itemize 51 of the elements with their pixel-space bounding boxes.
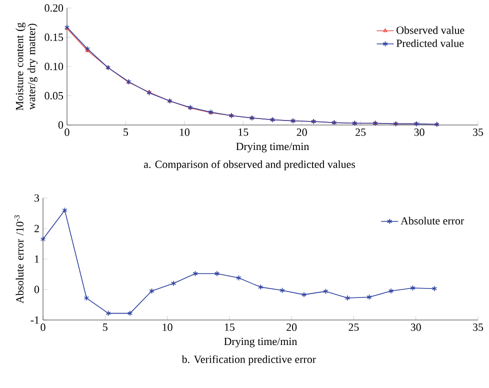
point bbox=[344, 295, 350, 301]
point bbox=[106, 310, 111, 316]
y-tick-label: 0 bbox=[58, 121, 64, 129]
point bbox=[192, 270, 198, 277]
y-tick-label: 0 bbox=[34, 286, 40, 294]
x-axis-title: Drying time/min bbox=[224, 338, 298, 348]
x-axis-title: Drying time/min bbox=[236, 142, 310, 152]
x-tick-label: 25 bbox=[348, 324, 359, 331]
legend-label: Observed value bbox=[396, 26, 464, 34]
x-tick-label: 5 bbox=[103, 324, 108, 331]
point bbox=[323, 288, 328, 294]
point bbox=[301, 292, 307, 298]
x-tick-label: 15 bbox=[238, 128, 248, 136]
text: a. Comparison of observed and predicted values bbox=[144, 160, 356, 170]
x-tick-label: 5 bbox=[124, 128, 128, 136]
point bbox=[410, 285, 416, 291]
x-tick-label: 15 bbox=[224, 324, 234, 331]
x-tick-label: 30 bbox=[410, 324, 421, 331]
x-tick-label: 35 bbox=[473, 128, 484, 136]
x-tick-label: 25 bbox=[356, 128, 366, 136]
y-tick-label: 3 bbox=[34, 194, 40, 202]
y-tick-label: 0.15 bbox=[44, 34, 64, 41]
point bbox=[84, 295, 90, 301]
x-tick-label: 30 bbox=[414, 128, 424, 136]
point bbox=[236, 275, 242, 281]
point bbox=[62, 207, 68, 214]
point bbox=[366, 294, 372, 300]
text: b. Verification predictive error bbox=[182, 355, 316, 366]
point bbox=[170, 280, 176, 286]
y-tick-label: -1 bbox=[30, 316, 39, 324]
x-tick-label: 10 bbox=[162, 324, 172, 331]
point bbox=[258, 284, 264, 290]
y-tick-label: 0.10 bbox=[44, 62, 64, 70]
point bbox=[127, 310, 133, 316]
point bbox=[388, 288, 394, 294]
legend-label: Predicted value bbox=[396, 39, 464, 48]
y-tick-label: 2 bbox=[34, 224, 39, 232]
y-tick-label: 0.05 bbox=[44, 92, 64, 100]
y-axis-title: Absolute error /10$^{-3}$ bbox=[14, 215, 24, 304]
point bbox=[214, 270, 220, 277]
x-tick-label: 35 bbox=[473, 324, 484, 331]
x-tick-label: 20 bbox=[286, 324, 297, 331]
y-axis-title: Moisture content (g water/g dry matter) bbox=[16, 22, 38, 110]
x-tick-label: 20 bbox=[296, 128, 307, 136]
point bbox=[149, 288, 154, 294]
y-tick-label: 0.20 bbox=[44, 4, 64, 12]
y-tick-label: 1 bbox=[34, 255, 39, 263]
point bbox=[280, 288, 285, 294]
x-tick-label: 0 bbox=[64, 128, 70, 136]
legend-label: Absolute error bbox=[400, 216, 464, 225]
x-tick-label: 10 bbox=[180, 128, 190, 136]
